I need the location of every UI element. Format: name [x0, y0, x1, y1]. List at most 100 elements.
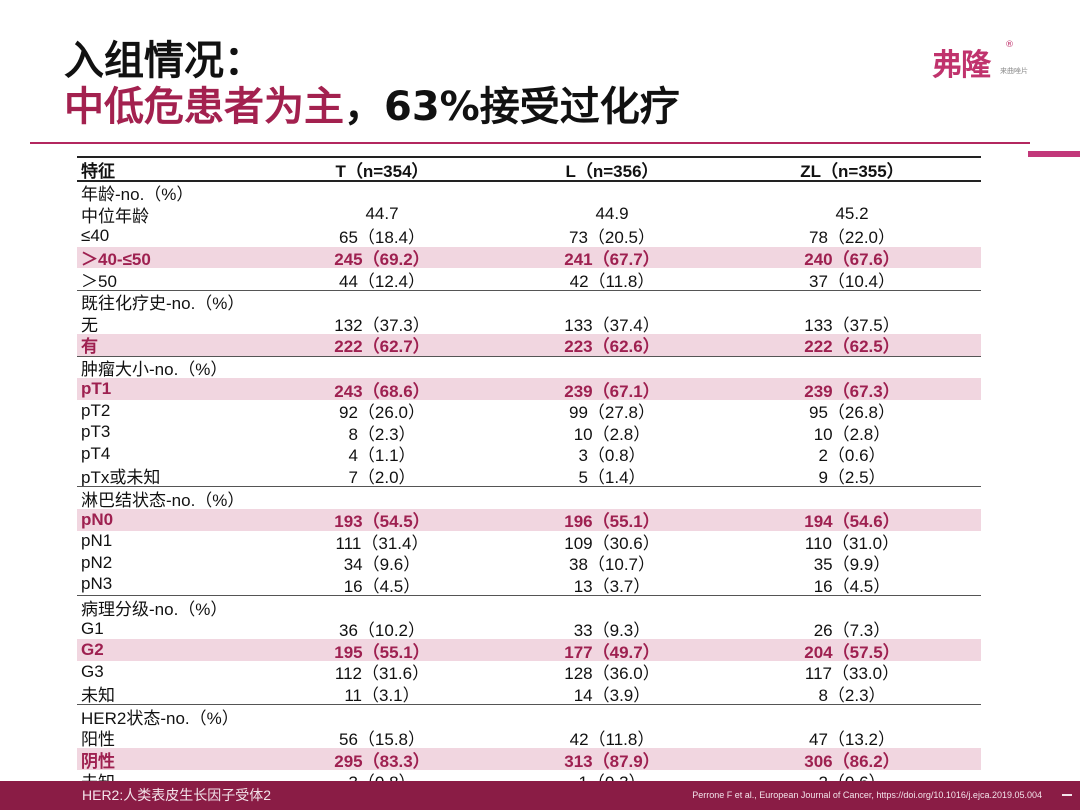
slide-title-line1: 入组情况：: [64, 38, 264, 84]
value-zl: 239（67.3）: [804, 381, 900, 401]
baseline-characteristics-table: 特征 T（n=354） L（n=356） ZL（n=355） 年龄-no.（%）…: [77, 156, 981, 792]
value-l: 133（37.4）: [564, 315, 660, 335]
value-zl: 45.2: [835, 204, 869, 224]
value-l: 241（67.7）: [564, 250, 660, 270]
header-arm-t: T（n=354）: [335, 161, 429, 181]
value-l: 10（2.8）: [573, 424, 651, 444]
table-row: 未知 11（3.1） 14（3.9） 8（2.3）: [77, 683, 981, 705]
table-group-row: 淋巴结状态-no.（%）: [77, 486, 981, 510]
value-t: 132（37.3）: [334, 315, 430, 335]
value-zl: 37（10.4）: [809, 271, 895, 291]
value-zl: 16（4.5）: [813, 576, 891, 596]
row-label: 未知: [81, 685, 115, 705]
value-t: [267, 705, 497, 727]
row-label: 阴性: [81, 751, 115, 771]
footer-note: HER2:人类表皮生长因子受体2: [82, 787, 272, 803]
table-row: 阳性 56（15.8） 42（11.8） 47（13.2）: [77, 727, 981, 749]
value-l: 99（27.8）: [569, 403, 655, 423]
row-label: ≤40: [81, 225, 110, 245]
value-zl: 306（86.2）: [804, 751, 900, 771]
table-row: pT2 92（26.0） 99（27.8） 95（26.8）: [77, 400, 981, 423]
row-label: pT1: [81, 379, 112, 399]
table-header: 特征 T（n=354） L（n=356） ZL（n=355）: [77, 156, 981, 182]
value-l: 128（36.0）: [564, 664, 660, 684]
row-label: 阳性: [81, 730, 115, 750]
footer-bar: [0, 781, 1080, 810]
row-label: HER2状态-no.（%）: [81, 708, 239, 728]
table-row: pT3 8（2.3） 10（2.8） 10（2.8）: [77, 422, 981, 444]
value-t: 222（62.7）: [334, 337, 430, 357]
value-l: 38（10.7）: [569, 555, 655, 575]
table-group-row: HER2状态-no.（%）: [77, 704, 981, 728]
value-zl: 2（0.6）: [818, 446, 886, 466]
value-t: 56（15.8）: [339, 730, 425, 750]
table-row: pN2 34（9.6） 38（10.7） 35（9.9）: [77, 552, 981, 575]
value-zl: [727, 357, 977, 379]
row-label: 淋巴结状态-no.（%）: [81, 490, 245, 510]
row-label: pN0: [81, 509, 114, 529]
title-accent-text: 中低危患者为主: [64, 84, 344, 130]
value-t: 44.7: [365, 204, 399, 224]
table-row: pN3 16（4.5） 13（3.7） 16（4.5）: [77, 574, 981, 596]
header-arm-l: L（n=356）: [565, 161, 659, 181]
value-zl: 47（13.2）: [809, 730, 895, 750]
value-zl: 110（31.0）: [804, 533, 900, 553]
value-l: [497, 182, 727, 204]
table-row: pN0 193（54.5） 196（55.1） 194（54.6）: [77, 508, 981, 532]
table-group-row: 肿瘤大小-no.（%）: [77, 355, 981, 379]
row-label: 年龄-no.（%）: [81, 185, 194, 205]
row-label: 中位年龄: [81, 206, 149, 226]
value-l: 239（67.1）: [564, 381, 660, 401]
logo-subtext: 来曲唑片: [1000, 67, 1028, 75]
value-t: 7（2.0）: [348, 468, 416, 488]
table-row: 有 222（62.7） 223（62.6） 222（62.5）: [77, 334, 981, 356]
table-row: pTx或未知 7（2.0） 5（1.4） 9（2.5）: [77, 465, 981, 487]
value-zl: [727, 291, 977, 313]
value-t: 44（12.4）: [339, 271, 425, 291]
title-divider: [30, 142, 1030, 144]
value-l: [497, 487, 727, 509]
value-t: 193（54.5）: [334, 512, 430, 532]
value-zl: 9（2.5）: [818, 468, 886, 488]
value-t: 195（55.1）: [334, 642, 430, 662]
value-t: [267, 487, 497, 509]
accent-bar: [1028, 151, 1080, 157]
value-l: 196（55.1）: [564, 512, 660, 532]
value-t: 295（83.3）: [334, 751, 430, 771]
value-zl: 35（9.9）: [813, 555, 891, 575]
row-label: 既往化疗史-no.（%）: [81, 294, 245, 314]
value-l: [497, 291, 727, 313]
table-row: ＞40-≤50 245（69.2） 241（67.7） 240（67.6）: [77, 246, 981, 270]
row-label: G3: [81, 661, 104, 681]
value-l: 223（62.6）: [564, 337, 660, 357]
row-label: G1: [81, 618, 104, 638]
value-zl: 8（2.3）: [818, 685, 886, 705]
table-row: pT4 4（1.1） 3（0.8） 2（0.6）: [77, 443, 981, 466]
value-l: 42（11.8）: [569, 271, 655, 291]
table-row: G1 36（10.2） 33（9.3） 26（7.3）: [77, 618, 981, 641]
value-l: 42（11.8）: [569, 730, 655, 750]
value-t: 36（10.2）: [339, 621, 425, 641]
value-l: 313（87.9）: [564, 751, 660, 771]
table-group-row: 既往化疗史-no.（%）: [77, 289, 981, 314]
value-t: 4（1.1）: [348, 446, 416, 466]
row-label: pN2: [81, 552, 113, 572]
row-label: pT4: [81, 443, 111, 463]
row-label: G2: [81, 640, 104, 660]
value-zl: [727, 705, 977, 727]
row-label: pN3: [81, 574, 113, 594]
table-group-row: 年龄-no.（%）: [77, 182, 981, 204]
value-t: [267, 182, 497, 204]
value-zl: 95（26.8）: [809, 403, 895, 423]
table-row: ≤40 65（18.4） 73（20.5） 78（22.0）: [77, 225, 981, 248]
value-l: [497, 705, 727, 727]
table-row: pT1 243（68.6） 239（67.1） 239（67.3）: [77, 378, 981, 401]
row-label: 有: [81, 337, 98, 357]
row-label: 病理分级-no.（%）: [81, 599, 228, 619]
value-l: 73（20.5）: [569, 228, 655, 248]
value-t: [267, 596, 497, 618]
slide-title-line2: 中低危患者为主，63%接受过化疗: [64, 84, 680, 130]
row-label: pT2: [81, 400, 111, 420]
table-row: pN1 111（31.4） 109（30.6） 110（31.0）: [77, 531, 981, 553]
value-l: 14（3.9）: [573, 685, 651, 705]
